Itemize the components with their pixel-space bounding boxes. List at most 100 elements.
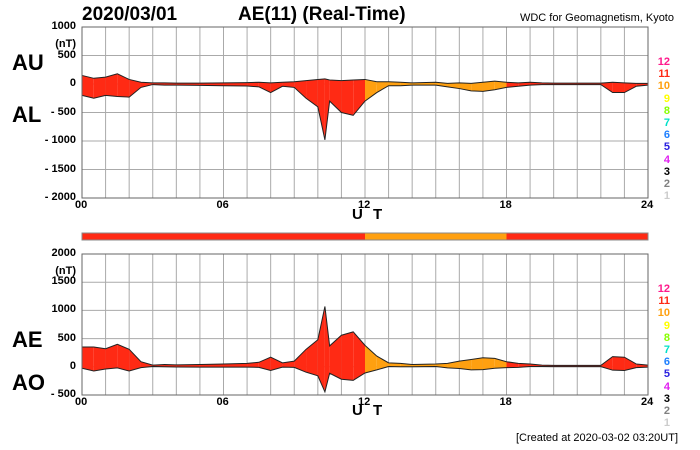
bottom-y-tick-label: 1000 [51,303,76,316]
top-legend-station-count-12: 12 [657,56,670,68]
top-area-segment [341,80,354,116]
bottom-legend-station-count-9: 9 [663,319,670,332]
bottom-area-segment [329,335,342,380]
bottom-legend-station-count-3: 3 [663,392,670,405]
bottom-legend-station-count-2: 2 [663,405,670,417]
top-x-tick-label: 18 [499,199,512,211]
top-x-tick-label: 00 [75,199,88,211]
bottom-ae-line [82,306,649,366]
top-legend-station-count-6: 6 [663,129,670,142]
top-legend-station-count-10: 10 [657,80,670,93]
bottom-x-tick-label: 12 [358,396,371,408]
bottom-area-segment [624,357,637,371]
top-y-tick-label: 1000 [51,20,76,32]
top-area-segment [471,82,483,92]
station-count-strip-frame [81,232,649,241]
top-x-tick-label: 06 [216,199,229,211]
bottom-legend-station-count-10: 10 [657,307,670,320]
bottom-x-axis-label: U T [352,402,386,419]
source-credit: WDC for Geomagnetism, Kyoto [519,12,674,24]
bottom-area-segment [341,331,354,381]
top-y-tick-label: - 1500 [44,162,76,175]
top-al-line [81,84,649,140]
au-label: AU [12,50,44,75]
bottom-area-segment [376,356,389,370]
bottom-area-segment [612,356,625,371]
bottom-y-tick-label: 1500 [51,275,76,288]
top-legend-station-count-1: 1 [663,190,670,203]
top-plot-frame [81,26,649,199]
top-area-segment [329,80,342,113]
top-area-segment [324,78,330,140]
top-area-segment [105,73,118,97]
top-area-segment [223,82,248,86]
bottom-area-segment [353,331,365,381]
top-unit-label: (nT) [55,38,76,50]
top-area-segment [140,82,153,88]
top-y-tick-label: 0 [69,77,76,89]
bottom-y-tick-label: 0 [69,359,76,372]
top-au-line [81,73,648,84]
ao-label: AO [12,370,45,395]
al-label: AL [12,102,42,127]
bottom-area-segment [294,349,307,373]
top-area-segment [482,81,495,92]
bottom-legend-station-count-7: 7 [663,344,670,356]
bottom-legend-station-count-11: 11 [658,295,670,308]
top-legend-station-count-7: 7 [663,117,670,129]
bottom-legend-station-count-4: 4 [663,380,670,393]
top-area-segment [82,75,94,99]
bottom-area-segment [105,344,118,370]
top-y-tick-label: - 2000 [44,191,76,203]
bottom-x-tick-label: 18 [499,396,512,408]
bottom-plot-frame [81,253,649,396]
bottom-area-segment [317,306,325,392]
station-count-strip-segment [365,233,507,240]
top-area-segment [388,81,401,86]
bottom-area-segment [258,357,271,371]
top-legend-station-count-11: 11 [658,68,670,81]
bottom-area-segment [494,358,507,369]
bottom-x-tick-label: 24 [641,396,654,408]
top-legend-station-count-8: 8 [663,104,670,117]
bottom-area-segment [600,356,613,371]
bottom-ao-line [81,366,649,394]
bottom-area-segment [365,345,377,374]
top-y-tick-label: - 500 [50,105,76,118]
bottom-area-segment [459,359,472,370]
bottom-area-segment [388,362,401,367]
top-area-segment [317,78,325,140]
bottom-y-tick-label: - 500 [50,388,76,400]
bottom-area-segment [82,347,94,372]
bottom-y-tick-label: 500 [57,331,76,344]
bottom-legend-station-count-12: 12 [657,283,670,295]
top-area-segment [294,80,307,99]
top-area-segment [117,73,130,98]
top-x-tick-label: 12 [358,199,371,211]
bottom-area-segment [482,357,495,370]
station-count-strip-segment [82,233,365,240]
bottom-area-segment [471,357,483,370]
bottom-area-segment [306,339,318,376]
top-legend-station-count-2: 2 [663,178,670,190]
ae-label: AE [12,327,43,352]
top-area-segment [93,77,106,99]
bottom-area-segment [140,361,153,368]
bottom-area-segment [93,347,106,372]
bottom-area-segment [270,357,283,371]
bottom-legend-station-count-1: 1 [663,417,670,430]
bottom-y-tick-label: 2000 [51,247,76,259]
chart-title: AE(11) (Real-Time) [238,4,406,25]
top-y-tick-label: - 1000 [44,134,76,146]
top-area-segment [612,82,625,93]
bottom-x-tick-label: 00 [75,396,88,408]
top-x-tick-label: 24 [641,199,654,211]
bottom-area-segment [117,344,130,372]
top-legend-station-count-9: 9 [663,92,670,105]
date-title: 2020/03/01 [82,4,178,25]
top-area-segment [282,81,295,88]
top-legend-station-count-4: 4 [663,153,670,166]
station-count-strip-segment [506,233,648,240]
bottom-x-tick-label: 06 [216,396,229,408]
